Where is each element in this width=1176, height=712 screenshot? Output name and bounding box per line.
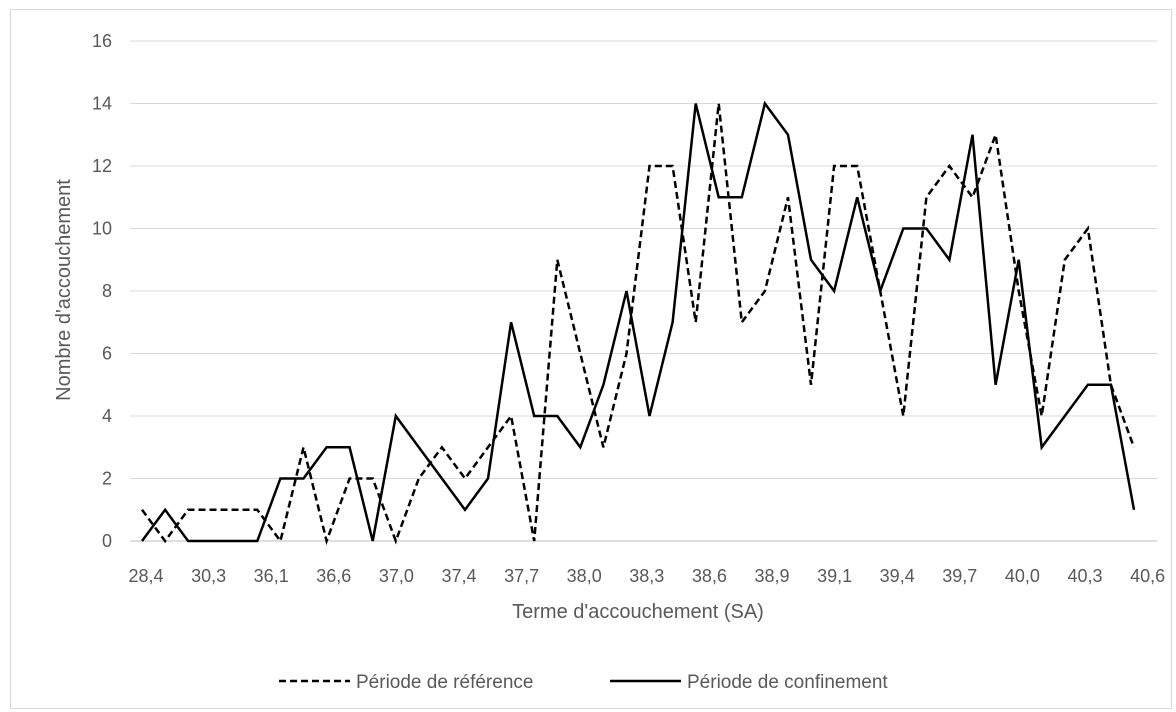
y-tick-label: 16 — [92, 31, 112, 51]
x-tick-label: 39,7 — [942, 566, 977, 586]
legend-label: Période de confinement — [687, 672, 888, 693]
gridlines — [130, 40, 1157, 542]
chart-frame — [10, 9, 1172, 709]
legend: Période de référence Période de confineme… — [279, 672, 888, 693]
x-tick-label: 30,3 — [191, 566, 226, 586]
y-tick-label: 2 — [102, 469, 112, 489]
y-tick-label: 4 — [102, 406, 112, 426]
x-tick-label: 40,0 — [1005, 566, 1040, 586]
y-tick-label: 8 — [102, 281, 112, 301]
x-tick-label: 37,4 — [441, 566, 476, 586]
x-axis-ticks: 28,4 30,3 36,1 36,6 37,0 37,4 37,7 38,0 38,3 38,6… — [128, 566, 1165, 586]
x-tick-label: 39,4 — [880, 566, 915, 586]
x-tick-label: 37,7 — [504, 566, 539, 586]
y-axis-ticks: 0 2 4 6 8 10 12 14 16 — [92, 31, 112, 551]
y-axis-title: Nombre d'accouchement — [53, 179, 75, 401]
series-line-confinement — [140, 100, 1136, 543]
x-tick-label: 40,3 — [1067, 566, 1102, 586]
legend-label: Période de référence — [356, 672, 533, 693]
x-tick-label: 36,1 — [254, 566, 289, 586]
x-tick-label: 38,0 — [567, 566, 602, 586]
y-tick-label: 12 — [92, 156, 112, 176]
y-tick-label: 10 — [92, 219, 112, 239]
x-axis-title: Terme d'accouchement (SA) — [512, 601, 764, 623]
x-tick-label: 38,6 — [692, 566, 727, 586]
x-tick-label: 39,1 — [817, 566, 852, 586]
x-tick-label: 38,3 — [629, 566, 664, 586]
x-tick-label: 28,4 — [128, 566, 163, 586]
series-line-reference — [140, 103, 1136, 546]
y-tick-label: 0 — [102, 531, 112, 551]
x-tick-label: 37,0 — [379, 566, 414, 586]
x-tick-label: 38,9 — [754, 566, 789, 586]
y-tick-label: 6 — [102, 344, 112, 364]
x-tick-label: 40,6 — [1130, 566, 1165, 586]
series-lines — [140, 100, 1136, 546]
x-tick-label: 36,6 — [316, 566, 351, 586]
y-tick-label: 14 — [92, 94, 112, 114]
